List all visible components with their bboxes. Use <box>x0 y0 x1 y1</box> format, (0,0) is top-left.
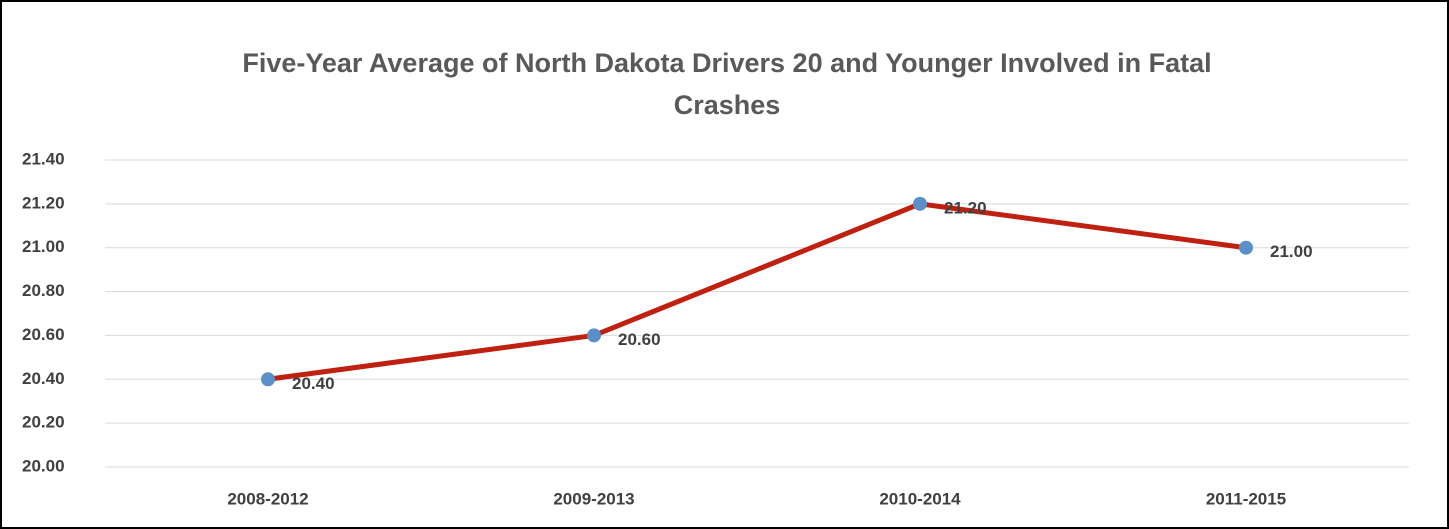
x-tick-label: 2009-2013 <box>553 489 634 508</box>
data-label: 21.20 <box>944 198 987 217</box>
x-tick-label: 2008-2012 <box>227 489 308 508</box>
series-line <box>267 201 1247 382</box>
data-label: 21.00 <box>1270 242 1313 261</box>
data-label: 20.60 <box>618 330 661 349</box>
x-tick-label: 2011-2015 <box>1206 489 1286 508</box>
y-tick-label: 21.40 <box>22 149 65 168</box>
data-point <box>587 328 601 343</box>
y-tick-label: 20.40 <box>22 369 65 388</box>
y-tick-label: 20.80 <box>22 281 65 300</box>
data-label: 20.40 <box>292 374 335 393</box>
y-tick-label: 20.00 <box>22 456 65 475</box>
data-point <box>261 372 275 387</box>
chart-title: Five-Year Average of North Dakota Driver… <box>242 48 1212 120</box>
y-tick-label: 20.60 <box>22 325 65 344</box>
y-tick-label: 20.20 <box>22 413 65 432</box>
data-point <box>1239 240 1253 255</box>
y-tick-label: 21.00 <box>22 237 65 256</box>
data-point <box>913 196 927 211</box>
x-tick-label: 2010-2014 <box>879 489 961 508</box>
y-tick-label: 21.20 <box>22 193 65 212</box>
